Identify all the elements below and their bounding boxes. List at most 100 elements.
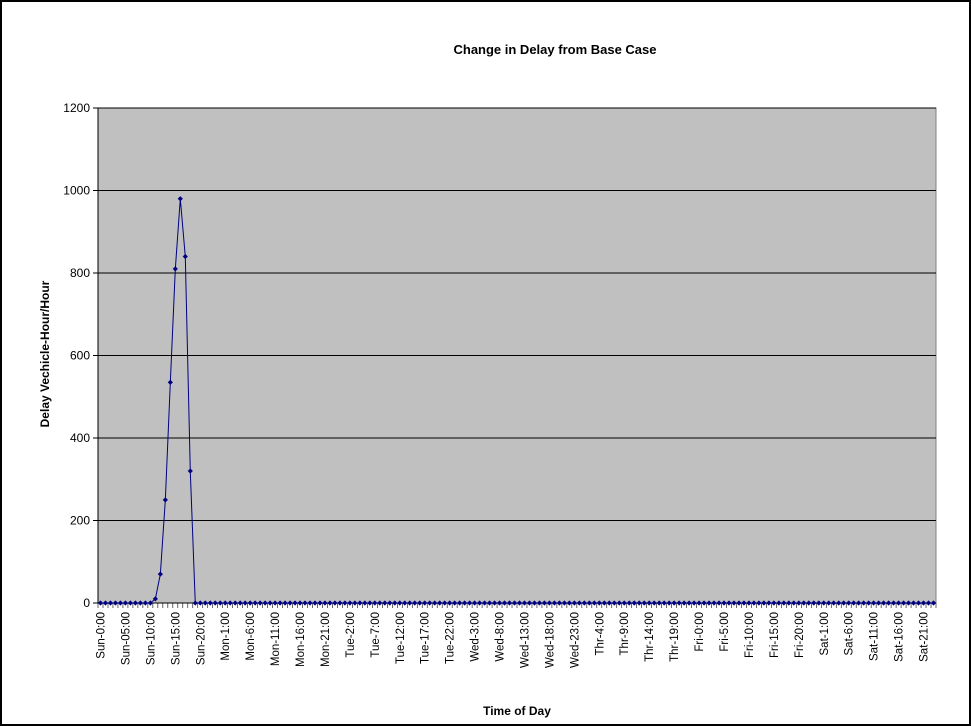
data-point <box>162 497 168 503</box>
data-point <box>861 600 867 606</box>
data-point <box>282 600 288 606</box>
x-tick-label: Wed-3:00 <box>470 612 482 662</box>
data-point <box>601 600 607 606</box>
data-point <box>866 600 872 606</box>
data-point <box>881 600 887 606</box>
data-point <box>561 600 567 606</box>
x-tick-label: Sun-20:00 <box>195 612 207 665</box>
data-point <box>526 600 533 606</box>
data-point <box>347 600 353 606</box>
data-point <box>157 571 163 577</box>
data-point <box>452 600 458 606</box>
x-tick-label: Fri-5:00 <box>719 612 731 652</box>
data-point <box>142 600 148 606</box>
chart-title: Change in Delay from Base Case <box>453 42 656 57</box>
x-tick-label: Wed-13:00 <box>519 612 531 668</box>
x-tick-label: Sun-0:00 <box>95 612 107 659</box>
data-point <box>566 600 572 606</box>
x-tick-label: Thr-14:00 <box>644 612 656 662</box>
data-point <box>412 600 418 606</box>
data-point <box>701 600 707 606</box>
data-point <box>546 600 553 606</box>
data-point <box>192 600 198 606</box>
data-point <box>776 600 782 606</box>
data-point <box>242 600 248 606</box>
y-tick-labels: 0 200 400 600 800 1000 1200 <box>63 101 90 610</box>
data-point <box>462 600 468 606</box>
data-point <box>671 600 677 606</box>
data-point <box>182 253 188 260</box>
data-point <box>312 600 318 606</box>
data-point <box>342 600 348 606</box>
data-point <box>606 600 612 606</box>
data-point <box>910 600 917 606</box>
x-tick-labels: Sun-0:00 Sun-05:00 Sun-10:00 Sun-15:00 Sun-2… <box>95 612 930 668</box>
data-point <box>556 600 562 606</box>
data-point <box>876 600 882 606</box>
x-tick-label: Sat-21:00 <box>919 612 931 662</box>
data-point <box>531 600 538 606</box>
data-point <box>586 600 592 606</box>
data-point <box>476 600 483 606</box>
data-point <box>392 600 398 606</box>
data-point <box>437 600 443 606</box>
data-point <box>227 600 233 606</box>
data-point <box>237 600 243 606</box>
data-point <box>481 600 488 606</box>
y-tick-label: 200 <box>70 514 90 528</box>
y-tick-label: 1200 <box>63 101 90 115</box>
grid-lines <box>98 107 936 521</box>
x-tick-label: Mon-6:00 <box>245 612 257 661</box>
x-tick-label: Sat-11:00 <box>869 612 881 661</box>
data-point <box>402 600 408 606</box>
data-point <box>886 600 892 606</box>
y-tick-label: 600 <box>70 349 90 363</box>
data-point <box>826 600 832 606</box>
data-point <box>322 600 328 606</box>
data-point <box>771 600 777 606</box>
data-point <box>721 600 727 606</box>
data-point <box>796 600 802 606</box>
data-point <box>377 600 383 606</box>
data-point <box>97 600 104 606</box>
data-point <box>137 600 143 606</box>
x-tick-label: Tue-7:00 <box>370 612 382 658</box>
y-tick-label: 800 <box>70 266 90 280</box>
data-point <box>641 600 647 606</box>
y-tick-label: 400 <box>70 431 90 445</box>
data-point <box>631 600 637 606</box>
data-point <box>706 600 712 606</box>
data-point <box>646 600 652 606</box>
data-point <box>521 600 528 606</box>
data-point <box>352 600 358 606</box>
data-point <box>696 600 702 606</box>
data-point <box>806 600 812 606</box>
data-point <box>202 600 208 606</box>
data-point <box>397 600 403 606</box>
data-point <box>302 600 308 606</box>
x-tick-label: Thr-9:00 <box>619 612 631 655</box>
data-point <box>516 600 523 606</box>
data-point <box>831 600 837 606</box>
data-point <box>327 600 333 606</box>
data-point <box>432 600 438 606</box>
data-point <box>317 600 323 606</box>
data-point <box>930 600 937 606</box>
data-point <box>152 596 158 602</box>
data-point <box>337 600 343 606</box>
data-point <box>197 600 203 606</box>
x-tick-label: Tue-12:00 <box>395 612 407 664</box>
data-point <box>751 600 757 606</box>
data-point <box>656 600 662 606</box>
data-point <box>277 600 283 606</box>
data-point <box>925 600 932 606</box>
data-point <box>387 600 393 606</box>
data-point <box>287 600 293 606</box>
data-point <box>746 600 752 606</box>
data-point <box>427 600 433 606</box>
x-tick-label: Mon-16:00 <box>295 612 307 667</box>
data-point <box>127 600 134 606</box>
data-point <box>816 600 822 606</box>
data-point <box>222 600 228 606</box>
